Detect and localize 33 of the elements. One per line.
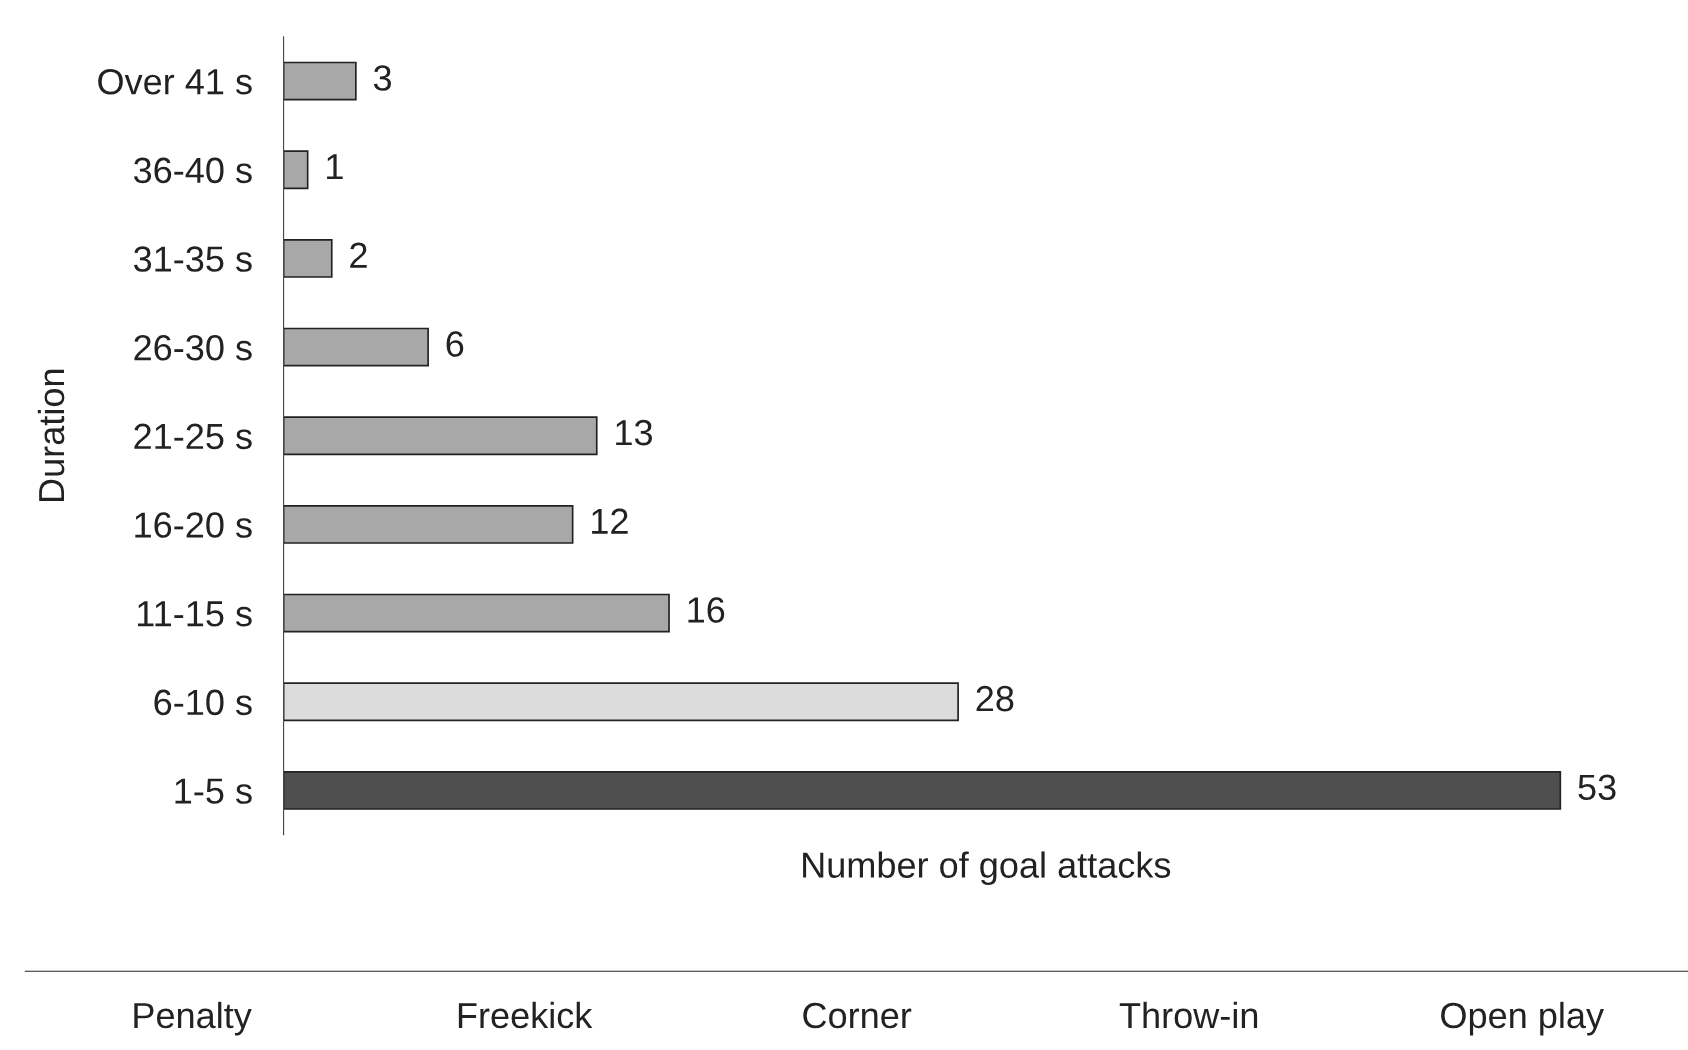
bar [283, 593, 670, 633]
y-tick-label: Over 41 s [98, 68, 252, 95]
bar [283, 150, 309, 190]
data-label: 16 [688, 597, 725, 623]
data-label: 6 [446, 331, 464, 357]
data-label: 2 [350, 242, 367, 268]
category-label: Open play [1441, 1001, 1604, 1036]
y-tick-label: 1-5 s [175, 778, 252, 804]
y-tick-label: 31-35 s [133, 246, 252, 272]
y-axis-title: Duration [37, 369, 65, 502]
data-label: 28 [976, 685, 1014, 712]
bar [283, 61, 357, 101]
x-axis-title: Number of goal attacks [803, 851, 1171, 886]
y-tick-label: 16-20 s [135, 512, 252, 538]
bar [283, 416, 598, 456]
category-label: Penalty [134, 1001, 252, 1036]
y-tick-label: 26-30 s [134, 334, 252, 361]
bar [283, 327, 429, 367]
y-tick-label: 11-15 s [138, 601, 252, 627]
bar [283, 504, 574, 544]
data-label: 1 [327, 154, 343, 180]
data-label: 13 [616, 419, 652, 446]
data-label: 53 [1578, 774, 1616, 801]
data-label: 12 [592, 508, 628, 534]
data-label: 3 [373, 65, 392, 91]
y-tick-label: 36-40 s [133, 157, 252, 184]
y-tick-label: 21-25 s [134, 423, 252, 450]
category-label: Freekick [458, 1001, 593, 1029]
category-label: Throw-in [1119, 1001, 1258, 1029]
bar [283, 682, 959, 722]
y-tick-label: 6-10 s [154, 689, 252, 716]
category-label: Corner [803, 1002, 912, 1029]
bar [283, 238, 333, 278]
